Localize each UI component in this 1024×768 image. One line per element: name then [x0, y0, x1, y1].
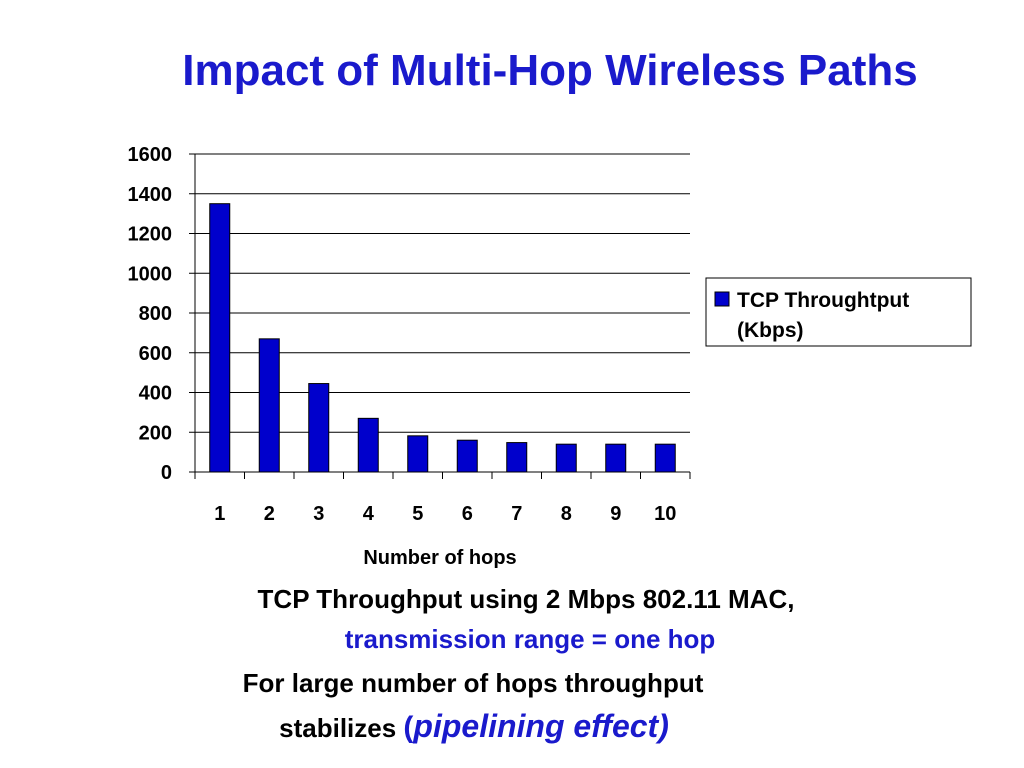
chart-axes [189, 153, 691, 479]
y-tick-label-0: 0 [161, 462, 172, 484]
legend-label-line2: (Kbps) [737, 319, 804, 342]
y-tick-label-400: 400 [139, 383, 172, 405]
bar-6 [456, 439, 478, 473]
x-tick-label-4: 4 [363, 503, 375, 525]
caption-line-4-paren: ( [403, 711, 414, 744]
bar-7 [506, 442, 528, 473]
bar-2 [258, 338, 280, 473]
x-tick-label-7: 7 [511, 503, 522, 525]
y-tick-labels: 0 200 400 600 800 1000 1200 1400 1600 [128, 144, 173, 484]
bar-8 [555, 443, 577, 473]
y-tick-label-1200: 1200 [128, 224, 173, 246]
x-tick-label-1: 1 [214, 503, 225, 525]
caption-line-2: transmission range = one hop [344, 624, 716, 654]
x-tick-label-2: 2 [264, 503, 275, 525]
legend-box [705, 277, 972, 347]
y-tick-label-1600: 1600 [128, 144, 173, 166]
x-tick-label-6: 6 [462, 503, 473, 525]
bar-3 [308, 383, 330, 473]
x-tick-label-8: 8 [561, 503, 572, 525]
x-tick-labels: 1 2 3 4 5 6 7 8 9 10 [214, 503, 676, 525]
y-tick-label-1400: 1400 [128, 184, 173, 206]
bar-9 [605, 443, 627, 473]
y-tick-label-800: 800 [139, 303, 172, 325]
caption-line-4: stabilizes (pipelining effect) [279, 708, 669, 745]
y-tick-label-600: 600 [139, 343, 172, 365]
chart-legend: TCP Throughtput (Kbps) [705, 277, 972, 347]
x-tick-label-5: 5 [412, 503, 423, 525]
x-tick-label-3: 3 [313, 503, 324, 525]
bar-4 [357, 417, 379, 473]
slide-title: Impact of Multi-Hop Wireless Paths [182, 46, 918, 95]
x-tick-label-10: 10 [654, 503, 676, 525]
caption-line-4-emphasis: pipelining effect) [413, 708, 669, 744]
x-tick-label-9: 9 [610, 503, 621, 525]
bar-5 [407, 435, 429, 473]
x-axis-title: Number of hops [363, 547, 516, 569]
bar-10 [654, 443, 676, 473]
caption-line-3: For large number of hops throughput [242, 668, 704, 698]
caption-line-4-prefix: stabilizes [279, 713, 404, 743]
caption-line-1: TCP Throughput using 2 Mbps 802.11 MAC, [257, 584, 795, 614]
bar-1 [209, 203, 231, 473]
legend-label-line1: TCP Throughtput [737, 289, 909, 312]
y-tick-label-200: 200 [139, 422, 172, 444]
y-tick-label-1000: 1000 [128, 263, 173, 285]
legend-swatch [714, 291, 730, 307]
